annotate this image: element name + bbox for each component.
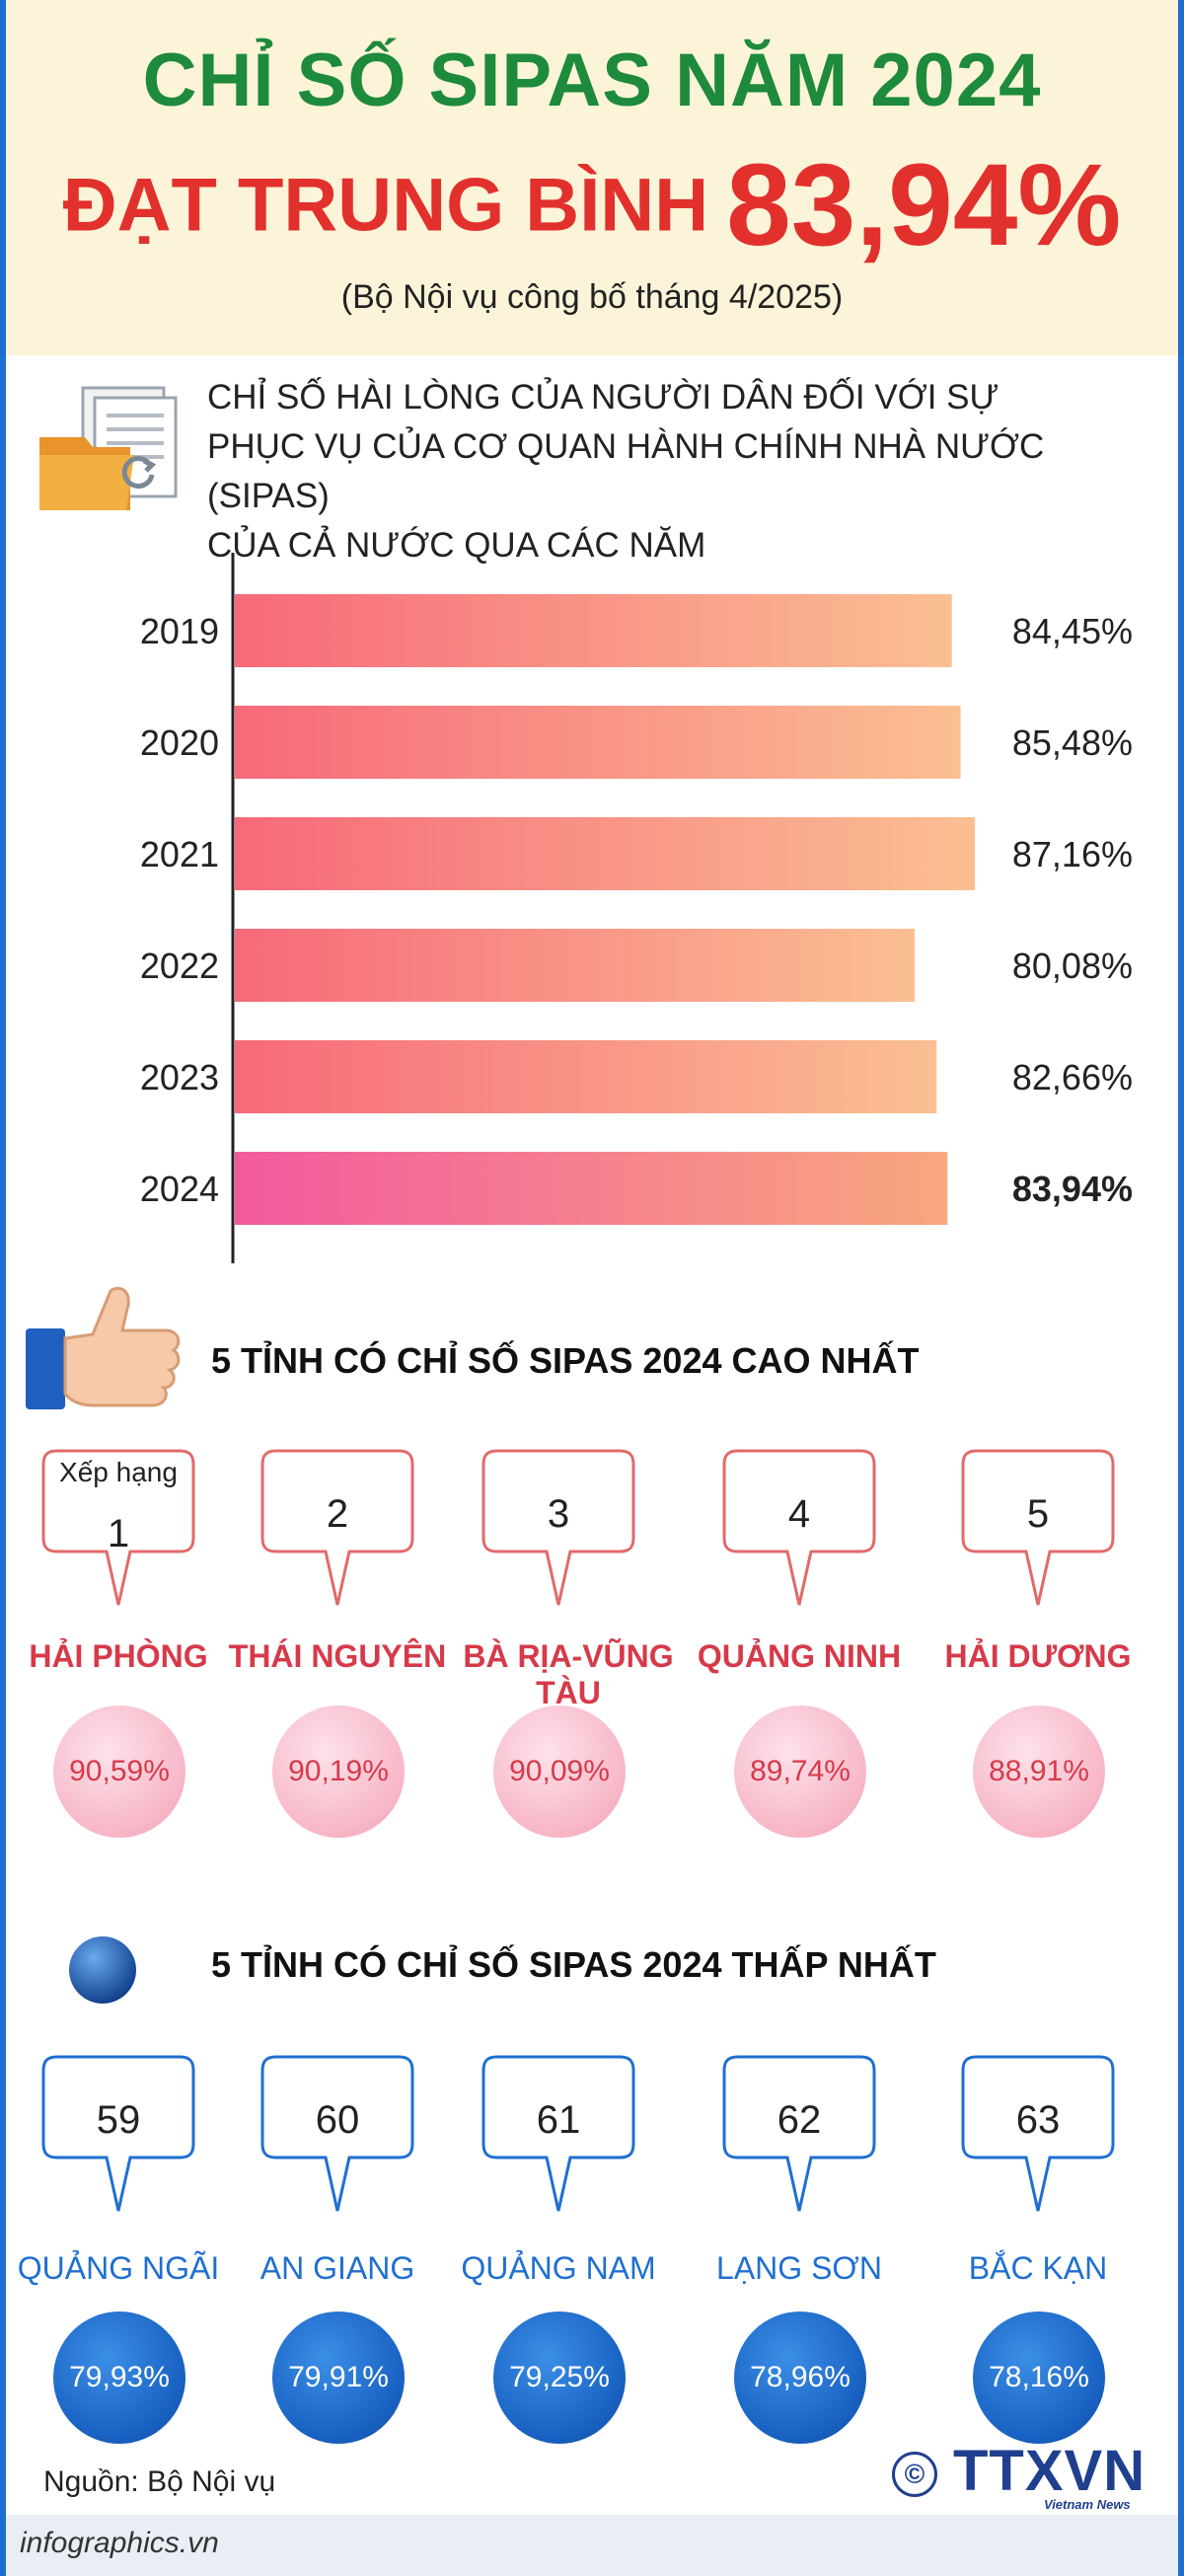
bottom-rank-card: 63 (959, 2053, 1117, 2231)
top-province-name: BÀ RỊA-VŨNG TÀU (463, 1638, 674, 1710)
bar-2020 (235, 706, 961, 779)
rank-number: 1 (107, 1512, 130, 1555)
top-province-name: QUẢNG NINH (697, 1638, 902, 1674)
speech-bubble-icon (260, 2055, 414, 2212)
top-rank-card: Xếp hạng 1 (39, 1447, 197, 1625)
header-banner: CHỈ SỐ SIPAS NĂM 2024 ĐẠT TRUNG BÌNH 83,9… (6, 0, 1178, 355)
bottom-province-value: 79,93% (53, 2311, 185, 2444)
category-label-2022: 2022 (140, 946, 219, 986)
speech-bubble-icon (41, 2055, 195, 2212)
sipas-bar-chart: 2019 84,45% 2020 85,48% 2021 87,16% 2022 80,08%… (140, 553, 1133, 1263)
blue-ball-icon (69, 1936, 136, 2004)
top-province-value: 89,74% (734, 1705, 866, 1838)
category-label-2024: 2024 (140, 1169, 219, 1209)
top-rank-card: 5 (959, 1447, 1117, 1625)
value-label-2024: 83,94% (1012, 1169, 1133, 1209)
rank-number: 63 (1015, 2098, 1061, 2142)
rank-number: 5 (1026, 1492, 1050, 1536)
value-label-2021: 87,16% (1012, 834, 1133, 874)
category-label-2023: 2023 (140, 1057, 219, 1098)
top-rank-card: 2 (259, 1447, 416, 1625)
rank-number: 61 (536, 2098, 581, 2142)
rank-number: 59 (96, 2098, 141, 2142)
speech-bubble-icon (481, 1449, 635, 1606)
rank-number: 3 (547, 1492, 570, 1536)
chart-section-title-line-3: CỦA CẢ NƯỚC QUA CÁC NĂM (207, 526, 706, 565)
title-line-2-label: ĐẠT TRUNG BÌNH (62, 163, 709, 248)
bottom-rank-card: 59 (39, 2053, 197, 2231)
top-province-value: 90,09% (493, 1705, 626, 1838)
bottom-province-value: 78,16% (973, 2311, 1105, 2444)
value-label-2023: 82,66% (1012, 1057, 1133, 1098)
footer-bar (6, 2515, 1178, 2576)
bottom-rank-card: 60 (259, 2053, 416, 2231)
bottom-rank-card: 61 (480, 2053, 637, 2231)
logo-text: TTXVN (953, 2439, 1147, 2503)
bottom-rank-card: 62 (720, 2053, 878, 2231)
category-label-2019: 2019 (140, 611, 219, 651)
speech-bubble-icon (260, 1449, 414, 1606)
top-rank-card: 3 (480, 1447, 637, 1625)
bottom-province-value: 79,91% (272, 2311, 405, 2444)
thumbs-up-icon (26, 1286, 181, 1409)
speech-bubble-icon (961, 1449, 1115, 1606)
bottom-province-name: QUẢNG NAM (461, 2250, 656, 2286)
value-label-2020: 85,48% (1012, 722, 1133, 763)
speech-bubble-icon (961, 2055, 1115, 2212)
value-label-2019: 84,45% (1012, 611, 1133, 651)
bar-2023 (235, 1040, 937, 1113)
chart-section-title-line-1: CHỈ SỐ HÀI LÒNG CỦA NGƯỜI DÂN ĐỐI VỚI SỰ (207, 378, 999, 417)
source-note: Nguồn: Bộ Nội vụ (43, 2465, 276, 2498)
value-label-2022: 80,08% (1012, 946, 1133, 986)
bottom-province-value: 79,25% (493, 2311, 626, 2444)
chart-section-title: CHỈ SỐ HÀI LÒNG CỦA NGƯỜI DÂN ĐỐI VỚI SỰ… (207, 373, 1174, 570)
top-province-name: HẢI DƯƠNG (944, 1638, 1132, 1674)
bottom-province-name: QUẢNG NGÃI (17, 2250, 220, 2286)
rank-number: 4 (787, 1492, 811, 1536)
site-link[interactable]: infographics.vn (20, 2527, 219, 2559)
rank-number: 62 (777, 2098, 822, 2142)
title-line-1: CHỈ SỐ SIPAS NĂM 2024 (142, 38, 1042, 122)
chart-section-title-line-2: PHỤC VỤ CỦA CƠ QUAN HÀNH CHÍNH NHÀ NƯỚC … (207, 427, 1045, 515)
bar-2022 (235, 929, 916, 1002)
top-province-value: 88,91% (973, 1705, 1105, 1838)
top-rank-card: 4 (720, 1447, 878, 1625)
speech-bubble-icon (722, 2055, 876, 2212)
speech-bubble-icon (481, 2055, 635, 2212)
ttxvn-logo: TTXVN Vietnam News Agency (953, 2438, 1160, 2527)
category-label-2021: 2021 (140, 834, 219, 874)
title-line-2: ĐẠT TRUNG BÌNH 83,94% (6, 138, 1178, 272)
bottom-province-value: 78,96% (734, 2311, 866, 2444)
bar-2019 (235, 594, 952, 667)
subtitle: (Bộ Nội vụ công bố tháng 4/2025) (340, 278, 844, 316)
bottom-province-name: AN GIANG (259, 2250, 415, 2286)
document-folder-icon (39, 386, 178, 510)
top-province-value: 90,59% (53, 1705, 185, 1838)
bottom-province-name: BẮC KẠN (968, 2250, 1108, 2286)
top-province-name: THÁI NGUYÊN (228, 1638, 447, 1674)
top-province-name: HẢI PHÒNG (29, 1638, 208, 1674)
rank-number: 2 (326, 1492, 349, 1536)
speech-bubble-icon (41, 1449, 195, 1606)
speech-bubble-icon (722, 1449, 876, 1606)
bar-2024 (235, 1152, 948, 1225)
rank-label: Xếp hạng (59, 1457, 178, 1487)
top-province-value: 90,19% (272, 1705, 405, 1838)
top-provinces-title: 5 TỈNH CÓ CHỈ SỐ SIPAS 2024 CAO NHẤT (211, 1340, 920, 1381)
rank-number: 60 (315, 2098, 360, 2142)
category-label-2020: 2020 (140, 722, 219, 763)
bottom-provinces-title: 5 TỈNH CÓ CHỈ SỐ SIPAS 2024 THẤP NHẤT (211, 1944, 936, 1985)
bottom-province-name: LẠNG SƠN (716, 2250, 882, 2286)
copyright-icon: © (892, 2452, 937, 2497)
title-line-2-value: 83,94% (726, 140, 1122, 270)
bar-2021 (235, 817, 975, 890)
